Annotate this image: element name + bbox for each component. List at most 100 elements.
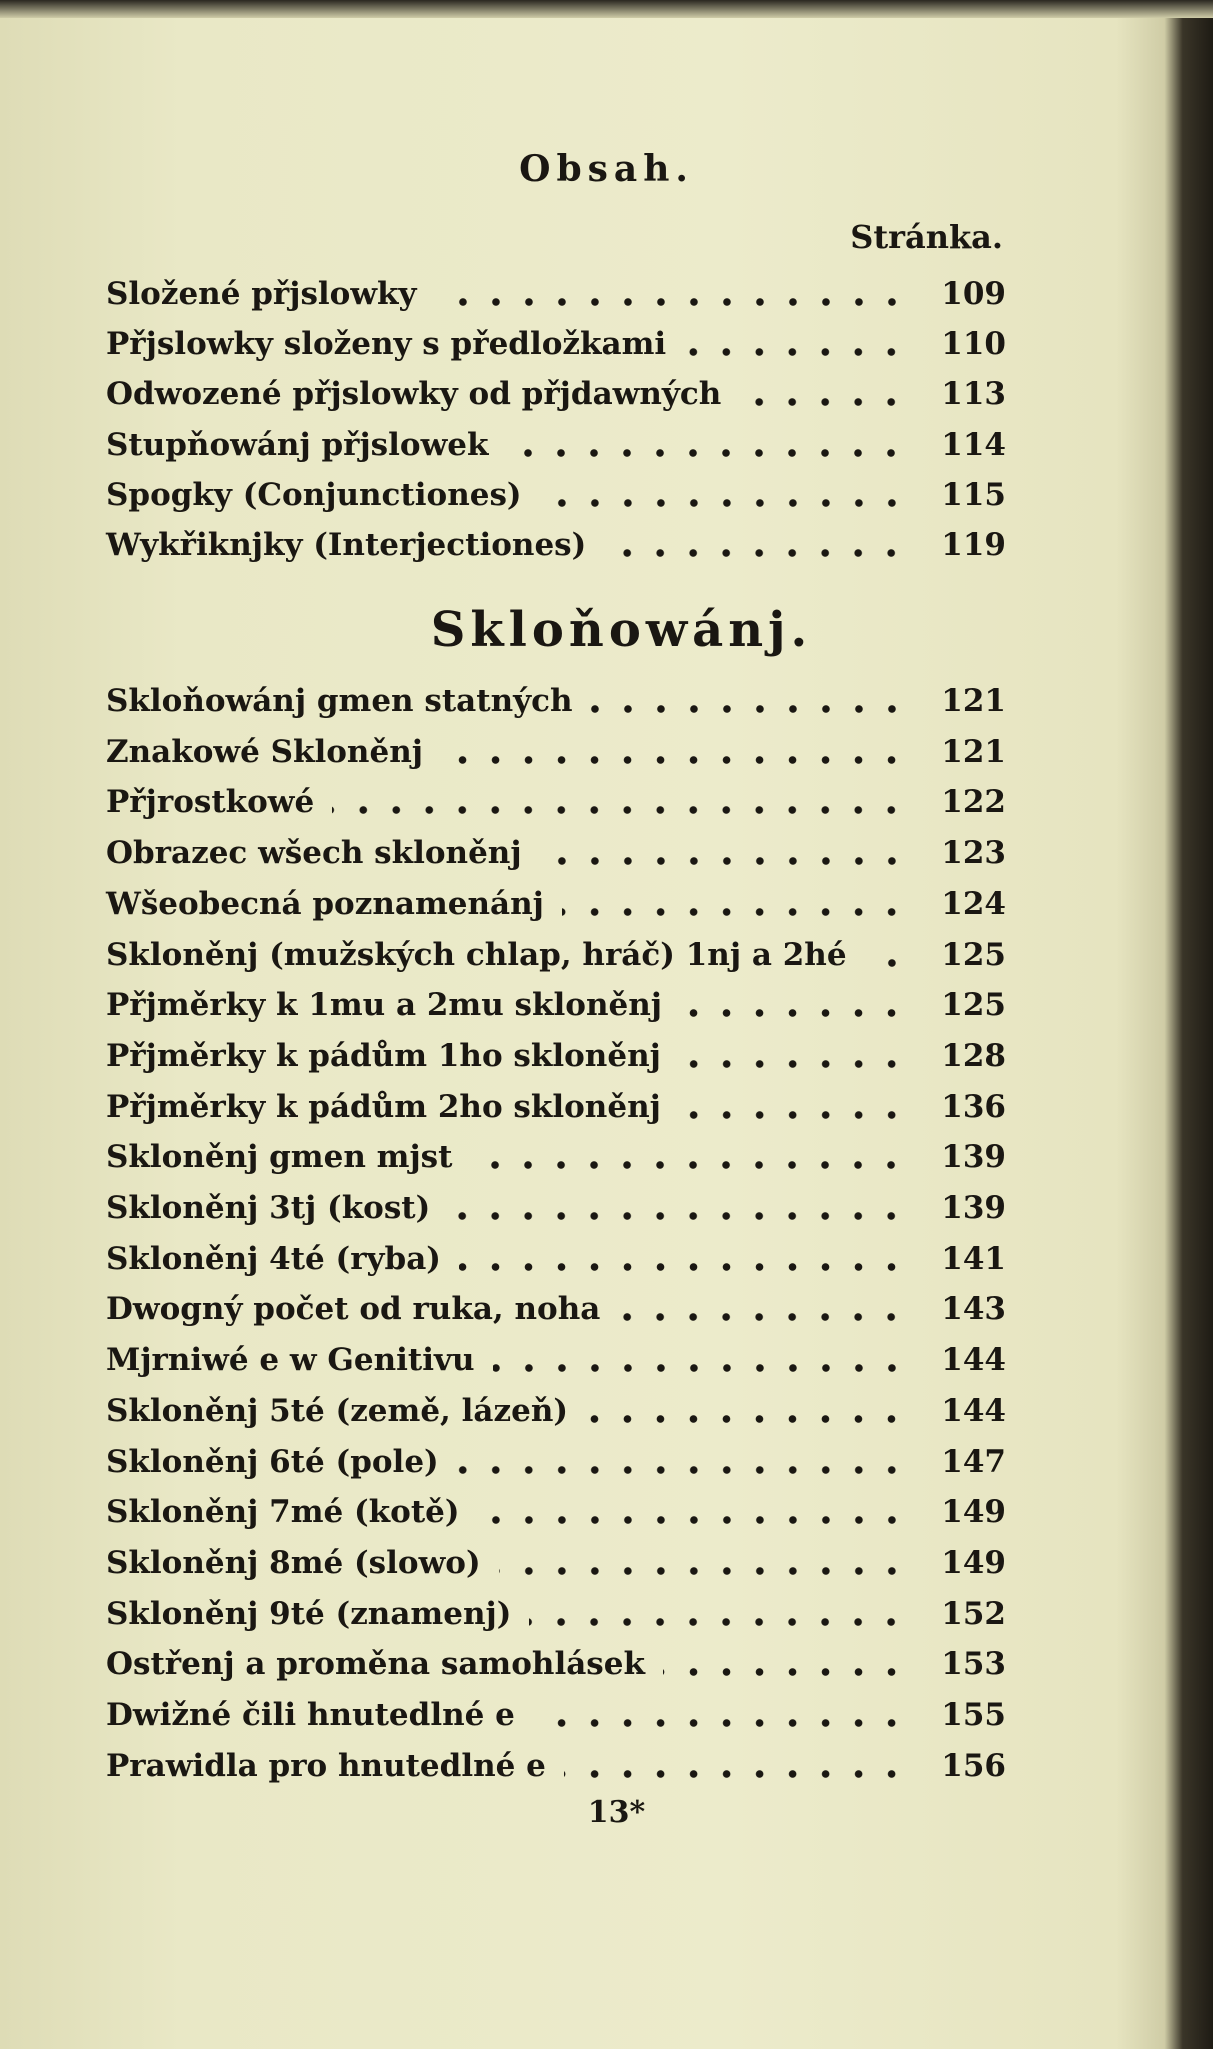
dot-leader	[586, 1413, 908, 1424]
toc-entry: Přjrostkowé 122	[106, 779, 1006, 825]
dot-leader	[529, 1616, 908, 1627]
toc-entry-page: 113	[941, 376, 1006, 413]
dot-leader	[684, 347, 908, 358]
toc-entry-page: 123	[941, 835, 1006, 872]
toc-entry: Přjměrky k pádům 2ho skloněnj 136	[106, 1084, 1006, 1130]
toc-entry-label: Stupňowánj přjslowek	[106, 426, 489, 463]
toc-entry: Skloněnj 7mé (kotě) 149	[106, 1489, 1006, 1535]
dot-leader	[618, 1312, 908, 1323]
toc-entry-page: 110	[941, 326, 1006, 363]
toc-entry-page: 156	[941, 1747, 1006, 1784]
toc-entry-page: 136	[941, 1088, 1006, 1125]
dot-leader	[539, 497, 908, 508]
toc-entry-page: 125	[941, 987, 1006, 1024]
toc-entry-label: Přjrostkowé	[106, 784, 315, 821]
toc-entry: Skloněnj 8mé (slowo) 149	[106, 1540, 1006, 1586]
toc-entry-page: 144	[941, 1342, 1006, 1379]
dot-leader	[506, 447, 908, 458]
toc-entry-page: 143	[941, 1291, 1006, 1328]
toc-entry-page: 119	[941, 527, 1006, 563]
dot-leader	[539, 856, 908, 867]
toc-entry: Skloněnj 9té (znamenj) 152	[106, 1591, 1006, 1637]
toc-entry-label: Skloněnj 3tj (kost)	[106, 1190, 431, 1226]
toc-entry: Skloněnj 6té (pole) 147	[106, 1439, 1006, 1485]
toc-entry-page: 155	[941, 1697, 1006, 1733]
toc-entry-label: Skloněnj 6té (pole)	[106, 1443, 439, 1480]
toc-entry-page: 124	[941, 885, 1006, 922]
section-heading: Skloňowánj.	[430, 602, 813, 658]
dot-leader	[864, 957, 908, 968]
toc-entry-page: 139	[941, 1190, 1006, 1226]
page-title: Obsah.	[519, 148, 694, 190]
dot-leader	[678, 1058, 908, 1069]
toc-entry-page: 147	[941, 1443, 1006, 1480]
toc-entry-page: 121	[941, 683, 1006, 719]
signature-mark: 13*	[587, 1795, 646, 1830]
toc-entry-page: 125	[941, 936, 1006, 973]
toc-entry: Dwižné čili hnutedlné e 155	[106, 1692, 1006, 1738]
toc-entry: Wykřiknjky (Interjectiones) 119	[106, 522, 1006, 568]
toc-entry: Prawidla pro hnutedlné e 156	[106, 1743, 1006, 1789]
dot-leader	[448, 1211, 908, 1221]
dot-leader	[470, 1160, 908, 1171]
toc-entry-label: Složené přjslowky	[106, 276, 417, 312]
dot-leader	[679, 1008, 908, 1019]
dot-leader	[440, 754, 908, 765]
toc-entry-page: 153	[941, 1646, 1006, 1683]
toc-entry: Přjslowky složeny s předložkami 110	[106, 321, 1006, 367]
dot-leader	[662, 1667, 908, 1678]
toc-entry-label: Znakowé Skloněnj	[106, 733, 423, 770]
toc-entry: Dwogný počet od ruka, noha 143	[106, 1286, 1006, 1332]
toc-entry-label: Prawidla pro hnutedlné e	[106, 1747, 546, 1784]
toc-entry-page: 128	[941, 1037, 1006, 1074]
toc-entry-page: 109	[941, 276, 1006, 312]
toc-entry-label: Přjslowky složeny s předložkami	[106, 326, 667, 363]
toc-entry: Mjrniwé e w Genitivu 144	[106, 1337, 1006, 1383]
toc-entry-label: Skloněnj 4té (ryba)	[106, 1240, 441, 1277]
toc-entry-label: Skloněnj gmen mjst	[106, 1139, 453, 1176]
toc-entry-label: Přjměrky k 1mu a 2mu skloněnj	[106, 987, 662, 1024]
toc-entry-page: 115	[941, 476, 1006, 513]
dot-leader	[434, 297, 908, 307]
toc-entry: Skloněnj 5té (země, lázeň) 144	[106, 1388, 1006, 1434]
toc-entry: Stupňowánj přjslowek 114	[106, 422, 1006, 468]
dot-leader	[561, 906, 908, 917]
toc-entry-label: Skloněnj 5té (země, lázeň)	[106, 1392, 569, 1429]
dot-leader	[458, 1261, 908, 1272]
page-top-edge	[0, 0, 1213, 18]
toc-entry-page: 149	[941, 1494, 1006, 1531]
dot-leader	[498, 1565, 908, 1576]
toc-entry: Skloněnj 4té (ryba) 141	[106, 1236, 1006, 1282]
dot-leader	[563, 1768, 908, 1779]
toc-entry-label: Skloněnj 8mé (slowo)	[106, 1544, 481, 1581]
toc-entry-label: Odwozené přjslowky od přjdawných	[106, 376, 722, 413]
toc-entry: Znakowé Skloněnj 121	[106, 729, 1006, 775]
toc-entry-label: Přjměrky k pádům 1ho skloněnj	[106, 1037, 661, 1074]
toc-entry-label: Skloňowánj gmen statných	[106, 683, 573, 719]
toc-entry-label: Obrazec wšech skloněnj	[106, 835, 522, 872]
toc-entry-label: Dwogný počet od ruka, noha	[106, 1291, 601, 1328]
toc-entry-label: Spogky (Conjunctiones)	[106, 476, 522, 513]
dot-leader	[492, 1363, 908, 1374]
toc-entry-page: 139	[941, 1139, 1006, 1176]
dot-leader	[332, 805, 908, 816]
dot-leader	[739, 397, 908, 408]
toc-entry-label: Dwižné čili hnutedlné e	[106, 1697, 515, 1733]
dot-leader	[604, 548, 908, 558]
toc-entry: Spogky (Conjunctiones) 115	[106, 472, 1006, 518]
toc-entry-page: 152	[941, 1595, 1006, 1632]
dot-leader	[678, 1109, 908, 1120]
toc-entry: Skloněnj 3tj (kost) 139	[106, 1185, 1006, 1231]
toc-entry: Skloňowánj gmen statných 121	[106, 678, 1006, 724]
toc-entry-label: Wšeobecná poznamenánj	[106, 885, 544, 922]
toc-entry-page: 149	[941, 1544, 1006, 1581]
toc-entry: Složené přjslowky 109	[106, 271, 1006, 317]
toc-entry-label: Wykřiknjky (Interjectiones)	[106, 527, 587, 563]
toc-entry-label: Skloněnj 9té (znamenj)	[106, 1595, 512, 1632]
toc-entry-label: Skloněnj 7mé (kotě)	[106, 1494, 460, 1531]
toc-entry: Ostřenj a proměna samohlásek 153	[106, 1641, 1006, 1687]
dot-leader	[590, 704, 908, 714]
toc-entry: Přjměrky k pádům 1ho skloněnj 128	[106, 1033, 1006, 1079]
toc-entry: Skloněnj (mužských chlap, hráč) 1nj a 2h…	[106, 932, 1006, 978]
dot-leader	[532, 1718, 908, 1728]
